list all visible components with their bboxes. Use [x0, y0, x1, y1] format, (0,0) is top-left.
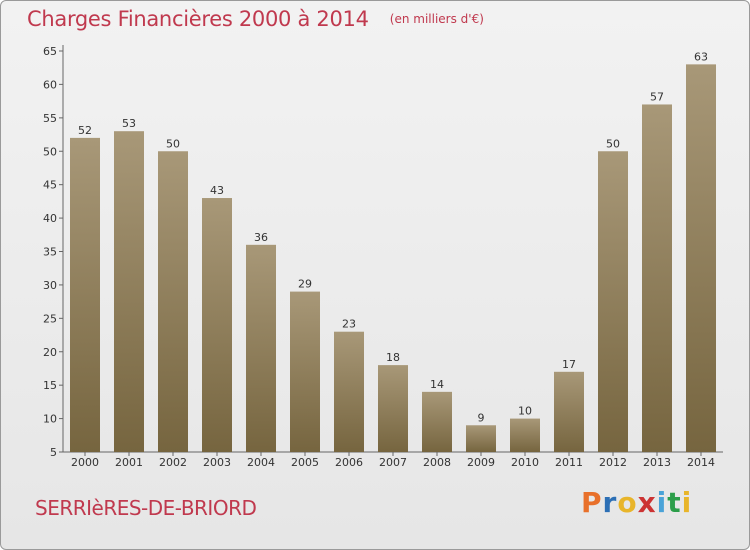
data-label: 29 — [298, 278, 312, 291]
logo-letter: o — [617, 486, 638, 519]
x-tick-label: 2000 — [71, 456, 99, 469]
bar — [554, 371, 584, 452]
y-tick-label: 10 — [43, 413, 57, 426]
x-tick-label: 2011 — [555, 456, 583, 469]
x-tick-label: 2001 — [115, 456, 143, 469]
data-label: 18 — [386, 351, 400, 364]
data-label: 9 — [478, 411, 485, 424]
proxiti-logo[interactable]: Proxiti — [581, 486, 692, 519]
x-tick-label: 2012 — [599, 456, 627, 469]
bar — [466, 425, 496, 452]
data-label: 23 — [342, 318, 356, 331]
chart-title: Charges Financières 2000 à 2014 — [27, 7, 369, 31]
x-tick-label: 2005 — [291, 456, 319, 469]
bar — [334, 331, 364, 452]
x-tick-label: 2006 — [335, 456, 363, 469]
bar — [422, 391, 452, 452]
y-tick-label: 55 — [43, 112, 57, 125]
logo-letter: P — [581, 486, 603, 519]
bar — [202, 198, 232, 452]
bar — [246, 244, 276, 452]
data-label: 57 — [650, 90, 664, 103]
bar — [686, 64, 716, 452]
bar — [114, 131, 144, 452]
data-label: 14 — [430, 378, 444, 391]
y-tick-label: 15 — [43, 379, 57, 392]
bar — [70, 137, 100, 452]
x-tick-label: 2014 — [687, 456, 715, 469]
data-label: 63 — [694, 50, 708, 63]
x-tick-label: 2003 — [203, 456, 231, 469]
y-tick-label: 65 — [43, 45, 57, 58]
y-tick-label: 40 — [43, 212, 57, 225]
y-tick-label: 5 — [50, 446, 57, 459]
y-tick-label: 45 — [43, 179, 57, 192]
data-label: 50 — [166, 137, 180, 150]
x-tick-label: 2002 — [159, 456, 187, 469]
y-tick-label: 20 — [43, 346, 57, 359]
x-tick-label: 2004 — [247, 456, 275, 469]
data-label: 36 — [254, 231, 268, 244]
commune-name: SERRIèRES-DE-BRIORD — [35, 496, 257, 520]
data-label: 50 — [606, 137, 620, 150]
y-tick-label: 35 — [43, 246, 57, 259]
logo-letter: x — [637, 486, 657, 519]
data-label: 43 — [210, 184, 224, 197]
bar — [158, 151, 188, 452]
data-label: 53 — [122, 117, 136, 130]
data-label: 52 — [78, 124, 92, 137]
bar — [378, 365, 408, 452]
bar — [290, 291, 320, 452]
logo-letter: i — [656, 486, 668, 519]
y-tick-label: 25 — [43, 312, 57, 325]
x-tick-label: 2009 — [467, 456, 495, 469]
data-label: 17 — [562, 358, 576, 371]
data-label: 10 — [518, 405, 532, 418]
logo-letter: r — [602, 486, 618, 519]
y-tick-label: 60 — [43, 78, 57, 91]
bar — [642, 104, 672, 452]
y-tick-label: 50 — [43, 145, 57, 158]
x-tick-label: 2013 — [643, 456, 671, 469]
logo-letter: i — [681, 486, 693, 519]
x-tick-label: 2008 — [423, 456, 451, 469]
bar — [598, 151, 628, 452]
y-tick-label: 30 — [43, 279, 57, 292]
bar — [510, 418, 540, 452]
logo-letter: t — [667, 486, 682, 519]
chart-subtitle: (en milliers d'€) — [389, 12, 484, 26]
x-tick-label: 2007 — [379, 456, 407, 469]
x-tick-label: 2010 — [511, 456, 539, 469]
title-block: Charges Financières 2000 à 2014 (en mill… — [27, 7, 484, 31]
